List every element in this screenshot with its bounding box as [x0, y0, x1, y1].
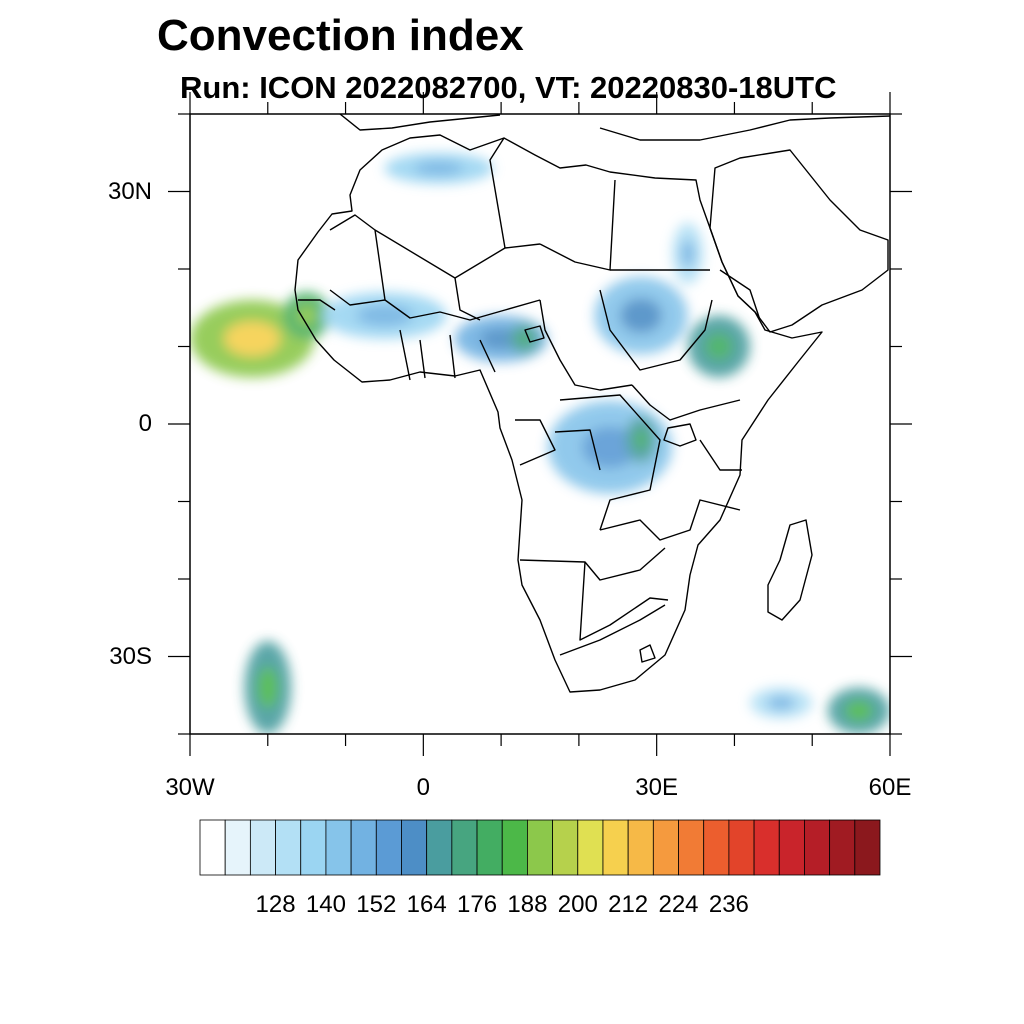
lake-chad: [524, 325, 545, 343]
colorbar-swatch: [325, 819, 352, 876]
colorbar-swatch: [829, 819, 856, 876]
lake-victoria: [663, 423, 697, 447]
colorbar-label: 152: [356, 891, 396, 918]
colorbar-swatch: [728, 819, 755, 876]
convection-field: [190, 152, 890, 734]
madagascar-coastline: [767, 519, 813, 621]
colorbar-label: 224: [658, 891, 698, 918]
colorbar-label: 236: [709, 891, 749, 918]
turkey-coastline: [599, 115, 890, 141]
field-core-10: [680, 239, 695, 268]
colorbar-swatch: [552, 819, 579, 876]
field-core-1: [296, 305, 318, 326]
field-core-6: [704, 332, 733, 361]
colorbar-swatch: [501, 819, 528, 876]
field-core-0: [224, 321, 281, 357]
colorbar-label: 128: [256, 891, 296, 918]
colorbar-swatch: [224, 819, 251, 876]
map-frame: [189, 113, 891, 735]
colorbar-label: 188: [507, 891, 547, 918]
map-plot: [168, 92, 912, 756]
colorbar-swatch: [401, 819, 428, 876]
y-tick-label: 0: [138, 410, 152, 437]
colorbar-swatch: [350, 819, 377, 876]
map-subtitle: Run: ICON 2022082700, VT: 20220830-18UTC: [180, 70, 837, 105]
colorbar-swatch: [451, 819, 478, 876]
arabia-coastline: [709, 149, 889, 333]
field-core-7: [582, 426, 638, 469]
colorbar-swatch: [527, 819, 553, 876]
field-core-8: [634, 429, 649, 450]
coastlines-and-borders: [294, 114, 890, 693]
colorbar-swatch: [476, 819, 503, 876]
colorbar-swatch: [627, 819, 654, 876]
colorbar-swatch: [426, 819, 453, 876]
x-tick-label: 30E: [635, 774, 679, 801]
map-title: Convection index: [157, 11, 524, 60]
field-core-5: [620, 298, 663, 333]
colorbar-label: 140: [306, 891, 346, 918]
field-core-9: [414, 161, 464, 176]
colorbar-swatch: [804, 819, 831, 876]
colorbar-swatch: [577, 819, 604, 876]
colorbar-swatch: [375, 819, 402, 876]
colorbar-swatch: [753, 819, 780, 876]
colorbar-swatch: [854, 819, 881, 876]
colorbar-swatch: [778, 819, 805, 876]
field-core-12: [844, 700, 873, 722]
field-core-13: [767, 696, 796, 710]
y-tick-label: 30S: [109, 642, 152, 670]
colorbar-swatch: [652, 819, 679, 876]
x-tick-label: 60E: [868, 774, 912, 801]
colorbar-swatch: [275, 819, 302, 876]
y-tick-label: 30N: [107, 177, 152, 205]
field-core-11: [257, 666, 279, 709]
field-core-2: [356, 305, 413, 326]
colorbar-swatch: [300, 819, 327, 876]
colorbar-swatch: [249, 819, 276, 876]
colorbar-swatch: [602, 819, 629, 876]
axis-ticks: [168, 92, 912, 756]
colorbar-swatch: [199, 819, 226, 876]
colorbar-swatch: [703, 819, 730, 876]
colorbar-label: 176: [457, 891, 497, 918]
x-tick-label: 0: [416, 774, 431, 801]
colorbar-label: 212: [608, 891, 648, 918]
colorbar-label: 164: [407, 891, 447, 918]
colorbar-swatch: [678, 819, 705, 876]
colorbar-label: 200: [558, 891, 598, 918]
x-tick-label: 30W: [165, 774, 215, 801]
africa-coastline: [294, 134, 823, 693]
europe-coastline: [339, 114, 501, 131]
